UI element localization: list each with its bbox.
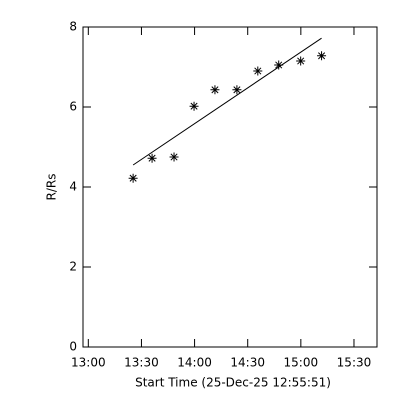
star-marker: [147, 153, 157, 163]
y-tick-label: 6: [69, 100, 77, 114]
plot-frame: [82, 26, 378, 348]
y-tick-label: 8: [69, 20, 77, 34]
x-tick-label: 14:30: [230, 356, 265, 370]
star-marker: [274, 60, 284, 70]
x-tick-label: 14:00: [177, 356, 212, 370]
star-marker: [253, 66, 263, 76]
star-marker: [232, 85, 242, 95]
fit-line: [132, 37, 322, 166]
y-tick-label: 4: [69, 180, 77, 194]
x-tick-label: 15:00: [284, 356, 319, 370]
y-tick-label: 0: [69, 340, 77, 354]
star-marker: [169, 152, 179, 162]
star-marker: [128, 173, 138, 183]
star-marker: [317, 51, 327, 61]
star-marker: [210, 85, 220, 95]
star-marker: [296, 56, 306, 66]
x-tick-label: 13:00: [71, 356, 106, 370]
x-axis-label: Start Time (25-Dec-25 12:55:51): [135, 376, 331, 390]
x-tick-label: 13:30: [124, 356, 159, 370]
y-axis-label: R/Rs: [45, 174, 59, 201]
x-tick-label: 15:30: [337, 356, 372, 370]
y-tick-label: 2: [69, 260, 77, 274]
star-marker: [189, 101, 199, 111]
